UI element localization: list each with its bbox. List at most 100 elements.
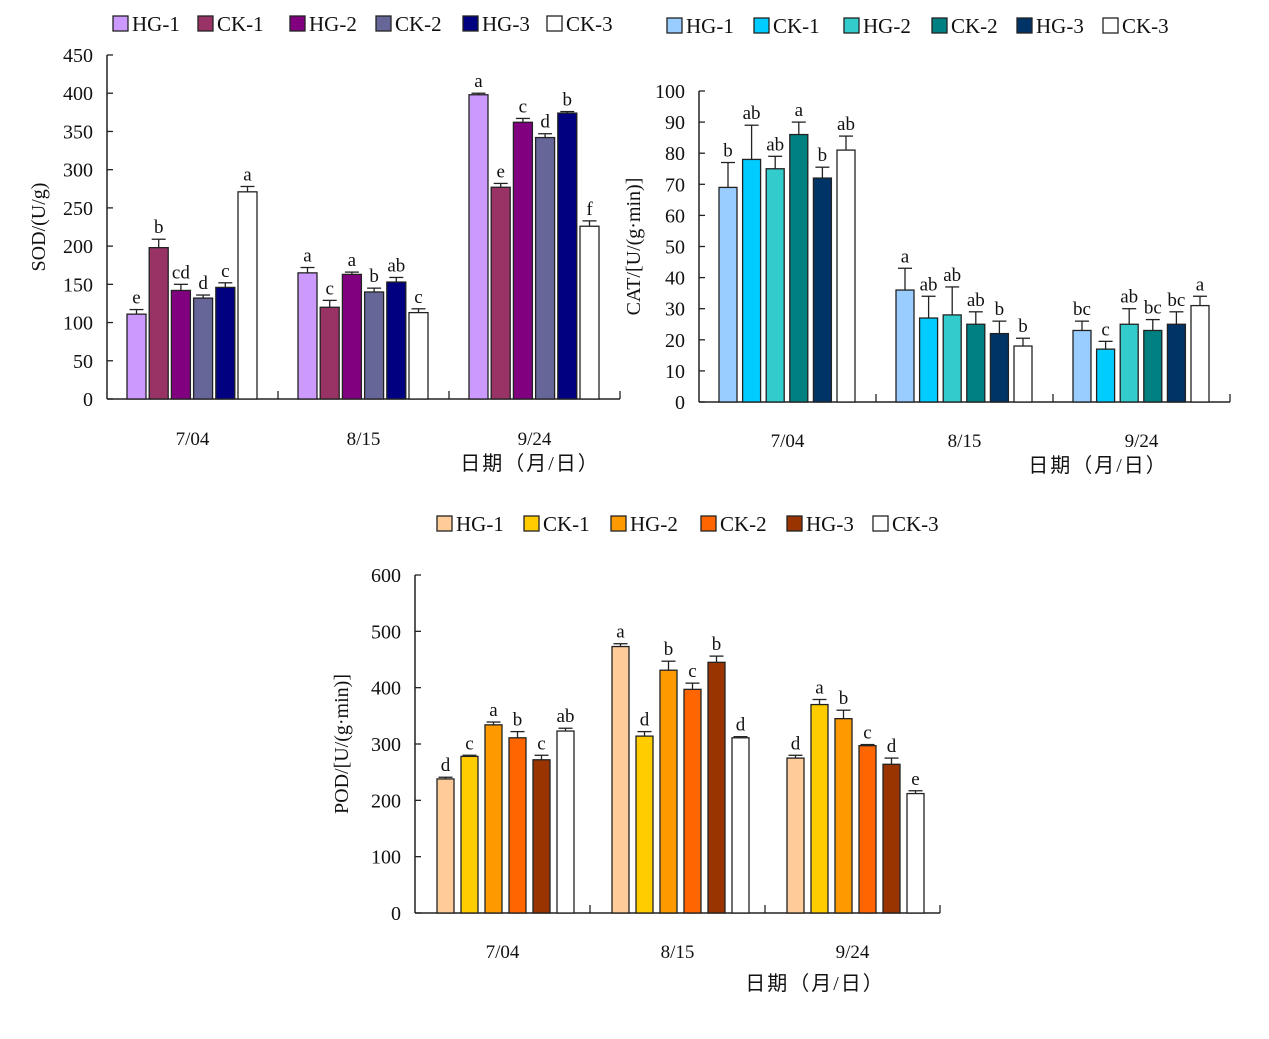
y-tick-label: 250	[63, 198, 93, 220]
bar	[1013, 345, 1033, 403]
legend-swatch	[197, 15, 214, 32]
bar	[386, 281, 407, 400]
bar	[659, 669, 678, 914]
bar	[786, 757, 805, 914]
bar	[1119, 323, 1139, 403]
bar	[237, 191, 258, 400]
legend-item: HG-1	[112, 12, 180, 36]
bar	[484, 724, 503, 914]
significance-label: bc	[1073, 299, 1091, 320]
legend-swatch	[546, 15, 563, 32]
bar	[858, 745, 877, 914]
legend-item: CK-2	[931, 14, 998, 38]
significance-label: a	[795, 100, 804, 121]
legend-label: CK-3	[1122, 14, 1169, 38]
y-tick-label: 40	[665, 268, 685, 290]
significance-label: d	[887, 736, 897, 757]
legend-swatch	[289, 15, 306, 32]
legend: HG-1 CK-1 HG-2 CK-2 HG-3 CK-3	[666, 14, 1169, 38]
significance-label: a	[901, 246, 910, 267]
legend-label: CK-3	[566, 12, 613, 36]
significance-label: a	[489, 700, 498, 721]
y-tick-label: 10	[665, 361, 685, 383]
x-axis-label: 日期（月/日）	[460, 452, 600, 475]
legend-label: CK-2	[951, 14, 998, 38]
significance-label: ab	[557, 706, 575, 727]
legend-swatch	[1102, 17, 1119, 34]
y-tick-label: 100	[655, 81, 685, 103]
bar	[812, 177, 833, 403]
bar	[408, 311, 429, 400]
y-axis-label: SOD/(U/g)	[28, 183, 50, 272]
chart-pod: HG-1 CK-1 HG-2 CK-2 HG-3 CK-3 0 100 200 300 400 500…	[331, 512, 941, 995]
significance-label: b	[563, 90, 573, 111]
significance-label: c	[863, 723, 871, 744]
bar	[534, 136, 556, 400]
bar	[731, 737, 750, 914]
y-tick-label: 30	[665, 299, 685, 321]
bar	[436, 778, 455, 914]
legend-label: HG-1	[132, 12, 180, 36]
significance-label: b	[712, 634, 722, 655]
significance-label: c	[465, 733, 473, 754]
legend-swatch	[1016, 17, 1033, 34]
significance-label: c	[1101, 319, 1109, 340]
bar	[508, 737, 527, 914]
x-tick-label: 7/04	[486, 942, 520, 963]
significance-label: b	[664, 639, 674, 660]
significance-label: b	[369, 266, 379, 287]
x-tick-label: 8/15	[661, 942, 695, 963]
significance-label: cd	[172, 262, 190, 283]
legend-item: CK-2	[700, 512, 767, 536]
legend-item: CK-3	[1102, 14, 1169, 38]
chart-cat: HG-1 CK-1 HG-2 CK-2 HG-3 CK-3 0 10 20 30 40 50 60 70 8…	[623, 14, 1231, 477]
y-tick-label: 150	[63, 274, 93, 296]
significance-label: bc	[1144, 298, 1162, 319]
significance-label: b	[154, 217, 164, 238]
y-tick-label: 50	[665, 237, 685, 259]
significance-label: ab	[766, 134, 784, 155]
bar	[895, 289, 915, 403]
bar	[989, 332, 1010, 403]
bar	[460, 755, 479, 914]
legend-swatch	[872, 515, 889, 532]
significance-label: ab	[743, 103, 761, 124]
legend-item: HG-3	[462, 12, 530, 36]
significance-label: ab	[967, 290, 985, 311]
legend-swatch	[462, 15, 479, 32]
legend-label: HG-3	[482, 12, 530, 36]
y-tick-label: 200	[371, 790, 401, 812]
x-tick-label: 7/04	[771, 431, 805, 452]
significance-label: c	[537, 733, 545, 754]
significance-label: bc	[1167, 290, 1185, 311]
significance-label: b	[839, 688, 849, 709]
legend-label: CK-1	[773, 14, 820, 38]
legend-item: HG-2	[843, 14, 911, 38]
x-tick-label: 9/24	[518, 429, 552, 450]
bar	[906, 792, 925, 914]
y-tick-label: 0	[83, 389, 93, 411]
legend-swatch	[436, 515, 453, 532]
legend-label: HG-2	[630, 512, 678, 536]
bar	[810, 703, 829, 914]
y-tick-label: 50	[73, 351, 93, 373]
bar	[319, 306, 340, 400]
legend-item: CK-1	[197, 12, 264, 36]
legend-label: CK-2	[395, 12, 442, 36]
legend-item: CK-2	[375, 12, 442, 36]
bar	[611, 645, 630, 914]
legend-label: CK-1	[543, 512, 590, 536]
bar	[1166, 323, 1187, 403]
significance-label: b	[818, 145, 828, 166]
legend-label: HG-3	[806, 512, 854, 536]
y-axis-label: POD/[U/(g·min)]	[331, 674, 353, 814]
bar	[918, 317, 939, 403]
significance-label: b	[513, 710, 523, 731]
x-tick-label: 9/24	[836, 942, 870, 963]
legend-swatch	[523, 515, 540, 532]
legend-label: HG-2	[863, 14, 911, 38]
legend-item: HG-2	[610, 512, 678, 536]
bar	[683, 688, 702, 914]
significance-label: a	[1196, 274, 1205, 295]
